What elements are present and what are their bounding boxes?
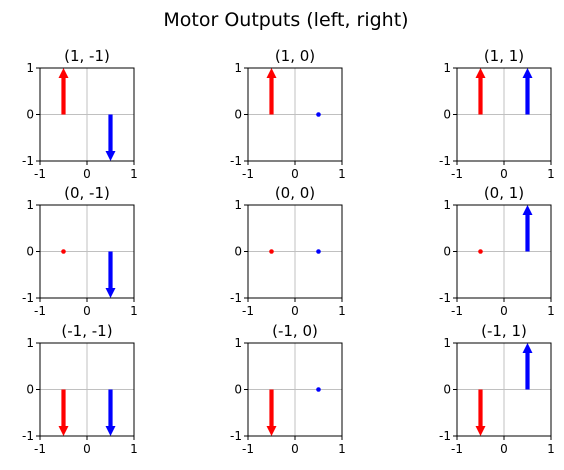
x-tick-label: -1 xyxy=(451,167,463,181)
y-tick-label: 1 xyxy=(234,61,242,75)
y-tick-label: -1 xyxy=(22,154,34,168)
left-motor-arrow xyxy=(266,389,277,436)
panel-grid: (1, -1) -1 0 1 1 0 -1 (1, 0) -1 0 1 1 0 -1 (1, 1) -1 0 1 1… xyxy=(22,47,555,456)
y-tick-label: 1 xyxy=(26,198,34,212)
y-tick-label: 1 xyxy=(443,198,451,212)
y-tick-label: 1 xyxy=(234,198,242,212)
panel: (1, 1) -1 0 1 1 0 -1 xyxy=(439,47,555,181)
left-motor-arrow xyxy=(475,68,486,115)
x-tick-label: -1 xyxy=(242,167,254,181)
y-tick-label: 1 xyxy=(26,61,34,75)
x-tick-label: 0 xyxy=(500,304,508,318)
y-tick-label: 0 xyxy=(443,245,451,259)
right-motor-arrow xyxy=(522,68,533,115)
y-tick-label: -1 xyxy=(439,154,451,168)
y-tick-label: 0 xyxy=(26,383,34,397)
panel-title: (1, 0) xyxy=(275,47,315,65)
panel-title: (-1, 0) xyxy=(272,322,318,340)
y-tick-label: -1 xyxy=(230,154,242,168)
x-tick-label: 1 xyxy=(547,304,555,318)
x-tick-label: -1 xyxy=(451,442,463,456)
x-tick-label: 0 xyxy=(83,167,91,181)
left-motor-dot xyxy=(61,249,66,254)
panel-title: (1, 1) xyxy=(484,47,524,65)
y-tick-label: 1 xyxy=(26,336,34,350)
x-tick-label: -1 xyxy=(242,304,254,318)
y-tick-label: -1 xyxy=(439,429,451,443)
panel: (0, -1) -1 0 1 1 0 -1 xyxy=(22,184,138,318)
y-tick-label: 1 xyxy=(234,336,242,350)
y-tick-label: 0 xyxy=(234,245,242,259)
x-tick-label: 0 xyxy=(291,167,299,181)
panel-title: (-1, 1) xyxy=(481,322,527,340)
panel: (-1, 1) -1 0 1 1 0 -1 xyxy=(439,322,555,456)
x-tick-label: 1 xyxy=(547,167,555,181)
panel: (0, 0) -1 0 1 1 0 -1 xyxy=(230,184,346,318)
x-tick-label: 1 xyxy=(338,442,346,456)
panel-title: (0, 1) xyxy=(484,184,524,202)
y-tick-label: -1 xyxy=(22,291,34,305)
right-motor-arrow xyxy=(105,251,116,298)
right-motor-arrow xyxy=(522,343,533,390)
panel: (-1, -1) -1 0 1 1 0 -1 xyxy=(22,322,138,456)
x-tick-label: 1 xyxy=(547,442,555,456)
panel: (-1, 0) -1 0 1 1 0 -1 xyxy=(230,322,346,456)
y-tick-label: -1 xyxy=(22,429,34,443)
y-tick-label: 0 xyxy=(443,383,451,397)
panel-title: (0, -1) xyxy=(64,184,110,202)
x-tick-label: 1 xyxy=(130,304,138,318)
left-motor-arrow xyxy=(475,389,486,436)
y-tick-label: 0 xyxy=(443,108,451,122)
panel-title: (1, -1) xyxy=(64,47,110,65)
x-tick-label: -1 xyxy=(34,442,46,456)
y-tick-label: -1 xyxy=(230,429,242,443)
x-tick-label: 0 xyxy=(83,304,91,318)
x-tick-label: -1 xyxy=(34,304,46,318)
right-motor-arrow xyxy=(522,205,533,252)
panel: (0, 1) -1 0 1 1 0 -1 xyxy=(439,184,555,318)
x-tick-label: 1 xyxy=(130,442,138,456)
x-tick-label: 1 xyxy=(130,167,138,181)
x-tick-label: -1 xyxy=(242,442,254,456)
x-tick-label: 1 xyxy=(338,304,346,318)
y-tick-label: 1 xyxy=(443,336,451,350)
left-motor-arrow xyxy=(58,389,69,436)
panel: (1, 0) -1 0 1 1 0 -1 xyxy=(230,47,346,181)
x-tick-label: 0 xyxy=(83,442,91,456)
left-motor-dot xyxy=(269,249,274,254)
y-tick-label: 0 xyxy=(234,383,242,397)
right-motor-arrow xyxy=(105,114,116,161)
panel-title: (-1, -1) xyxy=(61,322,112,340)
y-tick-label: 0 xyxy=(234,108,242,122)
y-tick-label: 0 xyxy=(26,108,34,122)
right-motor-dot xyxy=(316,249,321,254)
panel: (1, -1) -1 0 1 1 0 -1 xyxy=(22,47,138,181)
x-tick-label: 1 xyxy=(338,167,346,181)
right-motor-dot xyxy=(316,387,321,392)
x-tick-label: -1 xyxy=(451,304,463,318)
right-motor-dot xyxy=(316,112,321,117)
x-tick-label: -1 xyxy=(34,167,46,181)
y-tick-label: 0 xyxy=(26,245,34,259)
panel-title: (0, 0) xyxy=(275,184,315,202)
x-tick-label: 0 xyxy=(500,167,508,181)
x-tick-label: 0 xyxy=(291,304,299,318)
x-tick-label: 0 xyxy=(291,442,299,456)
y-tick-label: 1 xyxy=(443,61,451,75)
left-motor-arrow xyxy=(266,68,277,115)
figure-title: Motor Outputs (left, right) xyxy=(163,9,408,31)
left-motor-dot xyxy=(478,249,483,254)
y-tick-label: -1 xyxy=(439,291,451,305)
x-tick-label: 0 xyxy=(500,442,508,456)
right-motor-arrow xyxy=(105,389,116,436)
y-tick-label: -1 xyxy=(230,291,242,305)
left-motor-arrow xyxy=(58,68,69,115)
